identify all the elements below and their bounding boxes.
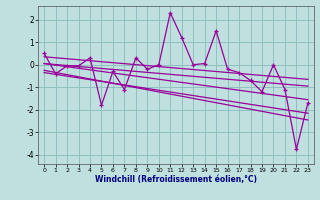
X-axis label: Windchill (Refroidissement éolien,°C): Windchill (Refroidissement éolien,°C) [95,175,257,184]
